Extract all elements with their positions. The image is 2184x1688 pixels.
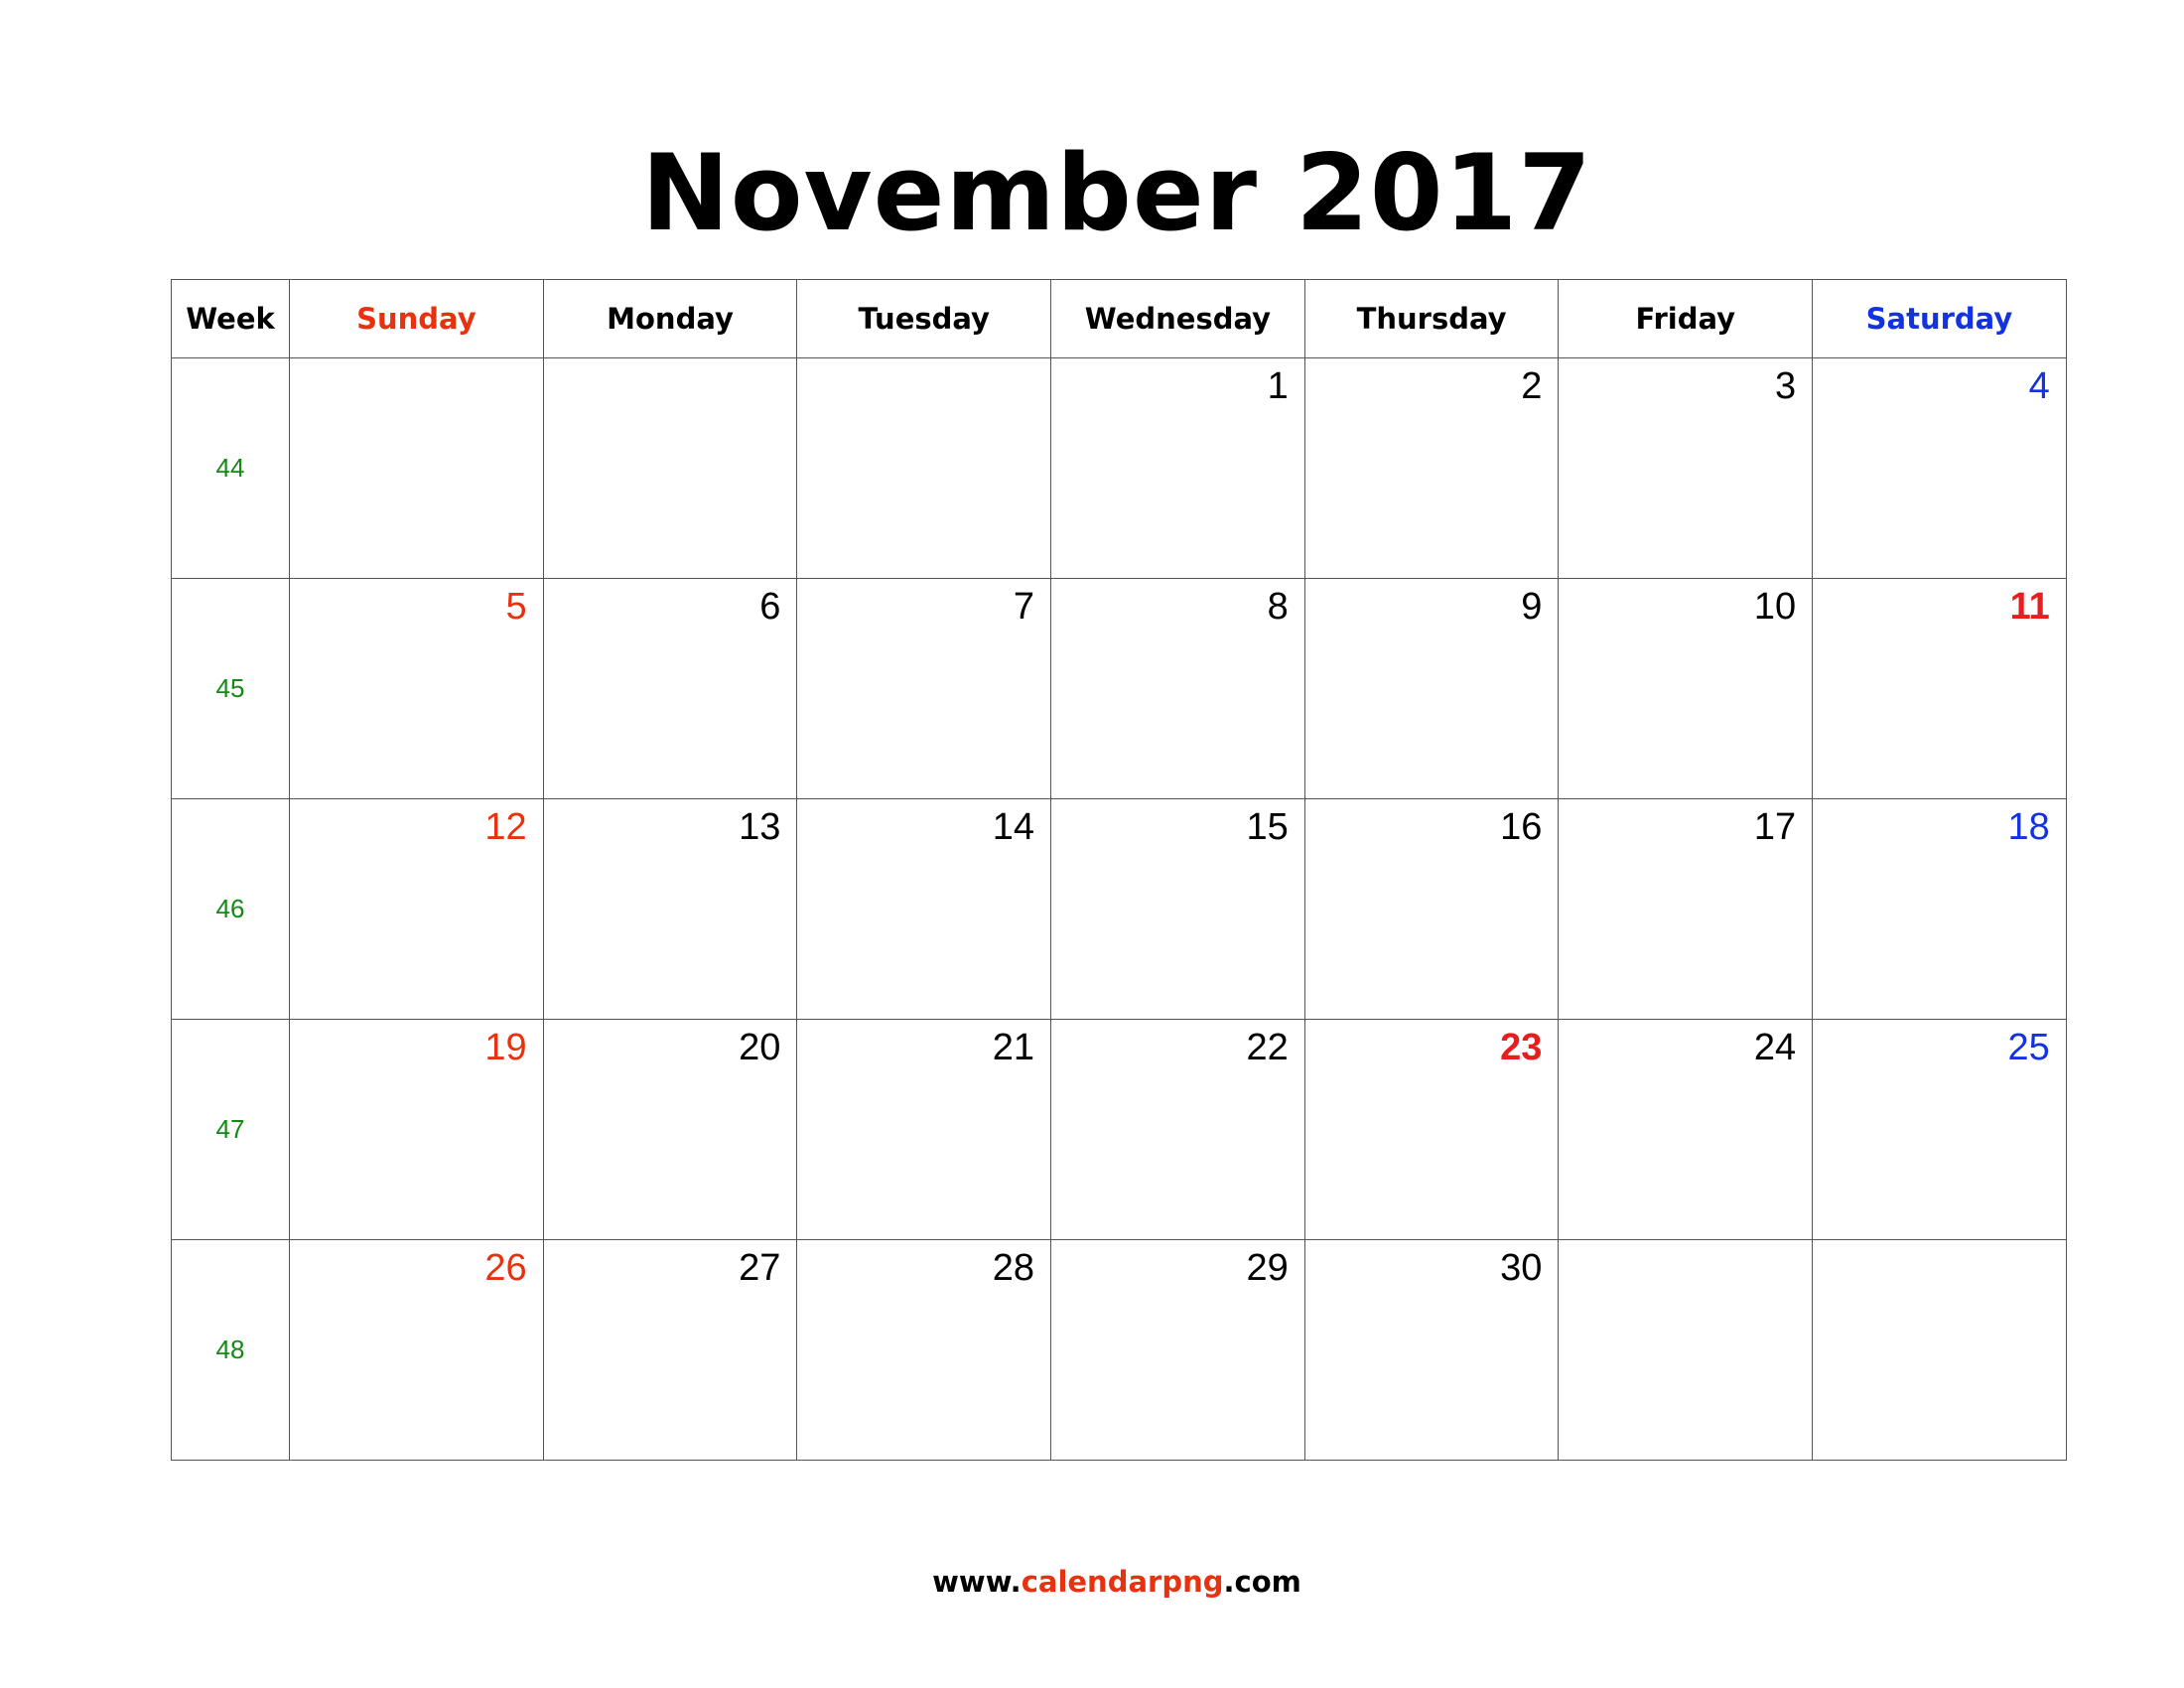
day-cell-saturday[interactable]: 18 <box>1812 798 2067 1020</box>
day-number: 4 <box>2028 365 2050 407</box>
day-cell-thursday[interactable]: 23 <box>1303 1019 1560 1240</box>
weekday-header-row: Week Sunday Monday Tuesday Wednesday Thu… <box>171 279 2067 358</box>
weekday-header-friday: Friday <box>1558 279 1814 358</box>
day-cell-friday[interactable]: 24 <box>1558 1019 1814 1240</box>
footer-website: www.calendarpng.com <box>0 1565 2184 1599</box>
day-cell-tuesday[interactable]: 14 <box>796 798 1052 1020</box>
weekday-header-saturday: Saturday <box>1812 279 2067 358</box>
day-number: 28 <box>992 1247 1035 1289</box>
weekday-header-sunday: Sunday <box>289 279 544 358</box>
day-cell-sunday[interactable]: 12 <box>289 798 544 1020</box>
day-cell-wednesday[interactable]: 8 <box>1050 578 1305 799</box>
day-number: 17 <box>1753 806 1797 848</box>
day-cell-friday[interactable]: 3 <box>1558 357 1814 579</box>
week-number: 46 <box>171 798 290 1020</box>
day-cell-monday[interactable]: 6 <box>542 578 798 799</box>
day-number: 27 <box>739 1247 781 1289</box>
day-cell-thursday[interactable]: 16 <box>1303 798 1560 1020</box>
weekday-header-wednesday: Wednesday <box>1050 279 1305 358</box>
day-cell-monday[interactable]: 27 <box>542 1239 798 1461</box>
day-number: 22 <box>1246 1027 1289 1068</box>
day-number: 20 <box>739 1027 781 1068</box>
day-cell-thursday[interactable]: 30 <box>1303 1239 1560 1461</box>
day-number: 26 <box>484 1247 527 1289</box>
day-number: 12 <box>484 806 527 848</box>
week-row: 44 1 2 3 4 <box>171 357 2067 579</box>
week-row: 48 26 27 28 29 30 <box>171 1239 2067 1461</box>
day-number: 10 <box>1753 586 1797 628</box>
day-number: 3 <box>1774 365 1797 407</box>
day-number: 8 <box>1267 586 1289 628</box>
day-cell-monday[interactable]: 13 <box>542 798 798 1020</box>
day-cell-friday[interactable]: 10 <box>1558 578 1814 799</box>
day-cell-monday[interactable] <box>542 357 798 579</box>
day-number: 11 <box>2009 586 2050 628</box>
week-number: 45 <box>171 578 290 799</box>
day-number: 30 <box>1500 1247 1543 1289</box>
day-number: 13 <box>739 806 781 848</box>
calendar-title: November 2017 <box>641 132 1592 254</box>
footer-prefix: www. <box>932 1565 1022 1599</box>
day-cell-saturday[interactable]: 4 <box>1812 357 2067 579</box>
day-cell-saturday[interactable] <box>1812 1239 2067 1461</box>
week-row: 45 5 6 7 8 9 10 11 <box>171 578 2067 799</box>
day-number: 6 <box>759 586 781 628</box>
weekday-header-monday: Monday <box>542 279 798 358</box>
day-number: 7 <box>1013 586 1035 628</box>
day-number: 18 <box>2007 806 2050 848</box>
day-cell-tuesday[interactable]: 21 <box>796 1019 1052 1240</box>
week-number: 44 <box>171 357 290 579</box>
week-number: 48 <box>171 1239 290 1461</box>
day-cell-wednesday[interactable]: 1 <box>1050 357 1305 579</box>
day-cell-sunday[interactable]: 19 <box>289 1019 544 1240</box>
day-cell-friday[interactable] <box>1558 1239 1814 1461</box>
weekday-header-thursday: Thursday <box>1303 279 1560 358</box>
day-number: 16 <box>1500 806 1543 848</box>
week-row: 46 12 13 14 15 16 17 18 <box>171 798 2067 1020</box>
day-number: 19 <box>484 1027 527 1068</box>
day-number: 1 <box>1267 365 1289 407</box>
day-cell-tuesday[interactable]: 28 <box>796 1239 1052 1461</box>
day-number: 2 <box>1521 365 1543 407</box>
day-cell-thursday[interactable]: 9 <box>1303 578 1560 799</box>
day-cell-saturday[interactable]: 25 <box>1812 1019 2067 1240</box>
day-cell-tuesday[interactable]: 7 <box>796 578 1052 799</box>
day-cell-sunday[interactable] <box>289 357 544 579</box>
week-row: 47 19 20 21 22 23 24 25 <box>171 1019 2067 1240</box>
day-cell-friday[interactable]: 17 <box>1558 798 1814 1020</box>
day-number: 5 <box>505 586 527 628</box>
day-number: 15 <box>1246 806 1289 848</box>
week-column-header: Week <box>171 279 290 358</box>
day-cell-sunday[interactable]: 26 <box>289 1239 544 1461</box>
weekday-header-tuesday: Tuesday <box>796 279 1052 358</box>
footer-suffix: .com <box>1223 1565 1301 1599</box>
day-cell-wednesday[interactable]: 29 <box>1050 1239 1305 1461</box>
footer-brand: calendarpng <box>1021 1565 1224 1599</box>
day-number: 29 <box>1246 1247 1289 1289</box>
day-cell-wednesday[interactable]: 22 <box>1050 1019 1305 1240</box>
calendar-grid: Week Sunday Monday Tuesday Wednesday Thu… <box>171 279 2067 1461</box>
day-number: 24 <box>1753 1027 1797 1068</box>
day-number: 21 <box>992 1027 1035 1068</box>
day-number: 9 <box>1521 586 1543 628</box>
day-cell-wednesday[interactable]: 15 <box>1050 798 1305 1020</box>
day-cell-monday[interactable]: 20 <box>542 1019 798 1240</box>
calendar-body: 44 1 2 3 4 45 5 6 7 8 9 10 11 46 12 13 14 15 16 17 18 47 19 20 2… <box>171 357 2067 1461</box>
day-number: 23 <box>1500 1027 1543 1068</box>
week-number: 47 <box>171 1019 290 1240</box>
day-number: 14 <box>992 806 1035 848</box>
day-cell-tuesday[interactable] <box>796 357 1052 579</box>
day-cell-sunday[interactable]: 5 <box>289 578 544 799</box>
day-cell-saturday[interactable]: 11 <box>1812 578 2067 799</box>
day-number: 25 <box>2007 1027 2050 1068</box>
day-cell-thursday[interactable]: 2 <box>1303 357 1560 579</box>
